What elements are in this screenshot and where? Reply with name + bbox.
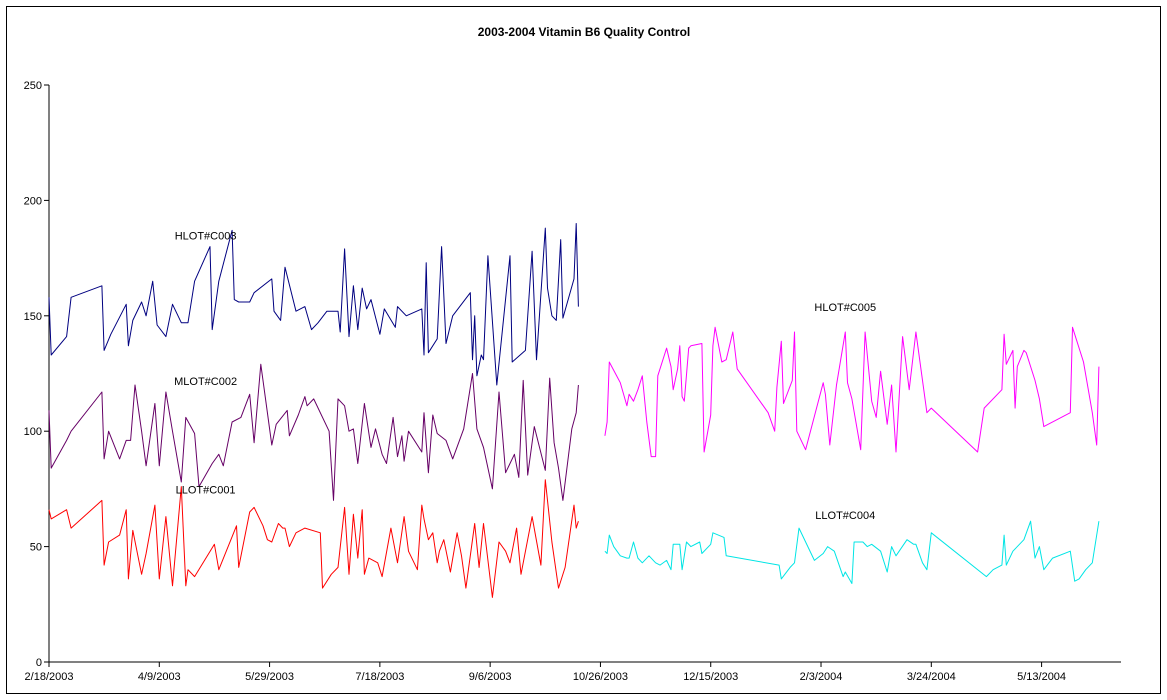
x-tick-label: 9/6/2003	[469, 671, 512, 683]
x-tick-label: 2/18/2003	[25, 671, 74, 683]
y-axis: 0 50 100 150 200 250	[24, 80, 50, 669]
x-tick-label: 2/3/2004	[800, 671, 843, 683]
chart-frame: 2003-2004 Vitamin B6 Quality Control 0 50…	[6, 6, 1161, 694]
y-tick-label: 150	[24, 311, 42, 323]
chart-title: 2003-2004 Vitamin B6 Quality Control	[478, 25, 691, 39]
series-label-llot-c001: LLOT#C001	[176, 485, 236, 497]
x-tick-label: 3/24/2004	[907, 671, 956, 683]
line-chart: 2003-2004 Vitamin B6 Quality Control 0 50…	[24, 25, 1121, 683]
x-tick-label: 7/18/2003	[355, 671, 404, 683]
x-tick-label: 4/9/2003	[138, 671, 181, 683]
series-line-hlot-c005	[604, 326, 1100, 458]
series-labels: HLOT#C003 MLOT#C002 LLOT#C001 HLOT#C005 LLOT…	[174, 231, 876, 522]
series-line-hlot-c003	[48, 223, 579, 386]
y-tick-label: 250	[24, 80, 42, 92]
x-axis: 2/18/2003 4/9/2003 5/29/2003 7/18/2003 9/6/2…	[25, 661, 1121, 683]
y-tick-label: 200	[24, 195, 42, 207]
series-label-hlot-c003: HLOT#C003	[175, 231, 237, 243]
series-label-llot-c004: LLOT#C004	[815, 510, 875, 522]
x-tick-label: 5/29/2003	[245, 671, 294, 683]
series-label-mlot-c002: MLOT#C002	[174, 376, 237, 388]
series-label-hlot-c005: HLOT#C005	[814, 302, 876, 314]
x-tick-label: 12/15/2003	[683, 671, 738, 683]
y-tick-label: 50	[30, 542, 42, 554]
series-line-mlot-c002	[48, 363, 579, 501]
y-tick-label: 100	[24, 426, 42, 438]
x-tick-label: 5/13/2004	[1017, 671, 1066, 683]
series-layer	[48, 223, 1100, 598]
series-line-llot-c001	[48, 479, 579, 598]
x-tick-label: 10/26/2003	[573, 671, 628, 683]
series-line-llot-c004	[604, 520, 1100, 584]
y-tick-label: 0	[36, 657, 42, 669]
